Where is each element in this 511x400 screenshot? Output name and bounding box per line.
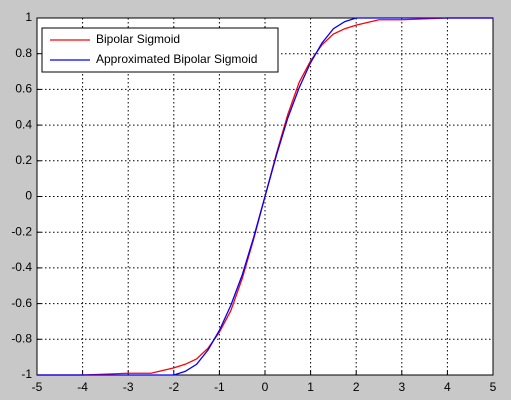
x-tick-label: 1	[307, 380, 314, 394]
y-tick-label: -0.4	[11, 260, 32, 274]
x-tick-label: -1	[214, 380, 225, 394]
x-tick-label: 0	[262, 380, 269, 394]
y-tick-label: 0.2	[15, 153, 32, 167]
y-tick-label: -0.2	[11, 224, 32, 238]
x-tick-label: 2	[353, 380, 360, 394]
axes-box	[36, 17, 494, 376]
y-tick-label: 1	[25, 10, 32, 24]
y-tick-label: 0.4	[15, 117, 32, 131]
y-tick-label: 0.8	[15, 46, 32, 60]
legend-label: Approximated Bipolar Sigmoid	[96, 52, 257, 66]
y-tick-label: -0.8	[11, 331, 32, 345]
x-tick-label: -4	[77, 380, 88, 394]
y-tick-label: -1	[21, 367, 32, 381]
legend-box	[41, 27, 279, 73]
x-tick-label: -2	[168, 380, 179, 394]
series-line	[37, 17, 493, 376]
x-tick-label: 3	[398, 380, 405, 394]
y-tick-label: 0.6	[15, 82, 32, 96]
y-tick-label: -0.6	[11, 296, 32, 310]
x-tick-label: 4	[444, 380, 451, 394]
x-tick-label: -3	[123, 380, 134, 394]
x-tick-label: -5	[32, 380, 43, 394]
x-tick-label: 5	[490, 380, 497, 394]
y-tick-label: 0	[25, 189, 32, 203]
legend-label: Bipolar Sigmoid	[96, 32, 180, 46]
